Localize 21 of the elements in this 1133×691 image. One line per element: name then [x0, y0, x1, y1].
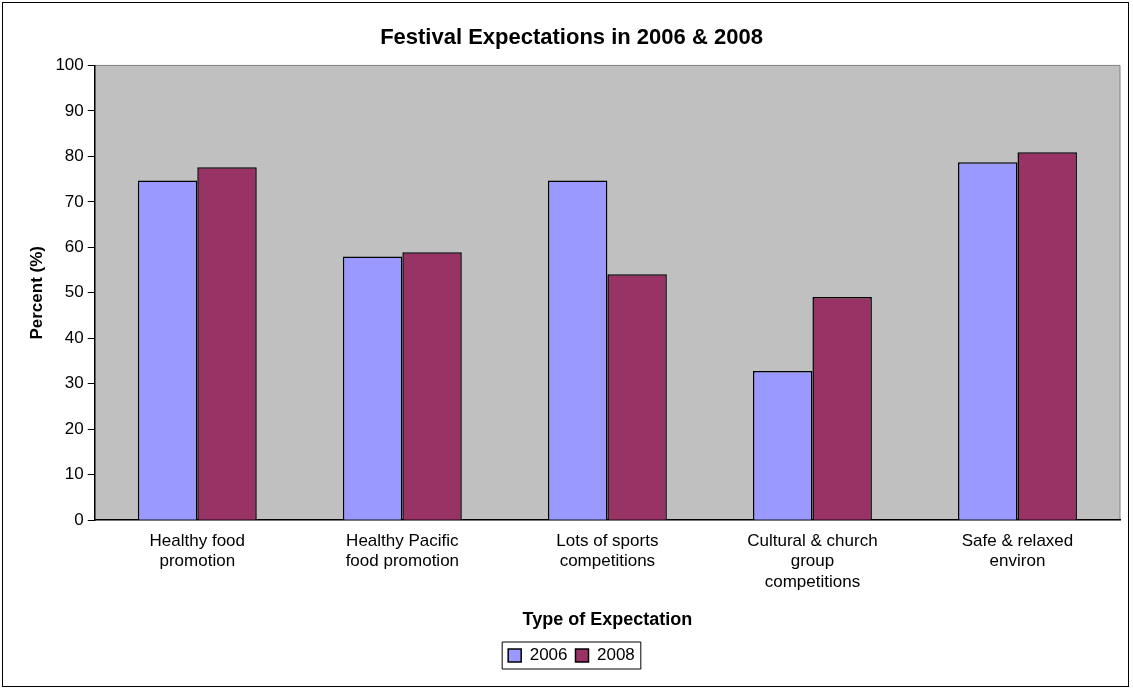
chart-title: Festival Expectations in 2006 & 2008	[380, 24, 763, 50]
y-tick-label: 0	[74, 509, 84, 529]
legend-label: 2006	[529, 645, 568, 665]
x-tick-label: Cultural & church group competitions	[747, 531, 878, 591]
y-tick-label: 90	[64, 100, 84, 120]
y-tick-label: 20	[64, 418, 84, 438]
x-tick-label: Healthy Pacific food promotion	[345, 531, 460, 571]
y-tick-label: 10	[64, 464, 84, 484]
y-tick-label: 70	[64, 191, 84, 211]
x-axis-title: Type of Expectation	[522, 609, 693, 630]
x-tick-label: Healthy food promotion	[149, 531, 246, 571]
x-tick-label: Safe & relaxed environ	[961, 531, 1074, 571]
y-tick-label: 100	[55, 55, 84, 75]
y-tick-label: 50	[64, 282, 84, 302]
y-tick-label: 80	[64, 146, 84, 166]
y-tick-label: 40	[64, 327, 84, 347]
y-tick-label: 30	[64, 373, 84, 393]
y-tick-label: 60	[64, 237, 84, 257]
y-axis-title: Percent (%)	[26, 246, 46, 340]
x-tick-label: Lots of sports competitions	[556, 531, 659, 571]
legend-label: 2008	[597, 645, 635, 665]
